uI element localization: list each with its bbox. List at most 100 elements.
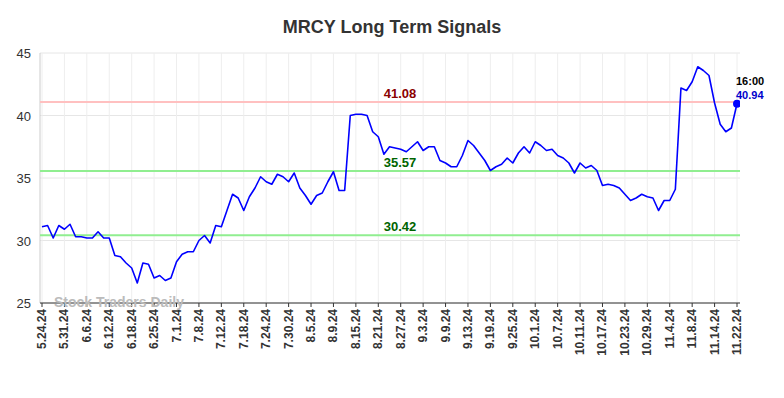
x-tick-label: 11.22.24 <box>730 309 744 355</box>
x-tick <box>423 303 424 307</box>
reference-label: 35.57 <box>384 155 417 170</box>
x-tick <box>602 303 603 307</box>
x-tick-label: 5.31.24 <box>57 309 71 349</box>
x-tick-label: 7.30.24 <box>282 309 296 349</box>
grid-line <box>40 178 740 179</box>
grid-line <box>42 53 43 303</box>
x-tick <box>333 303 334 307</box>
reference-label: 41.08 <box>384 86 417 101</box>
x-tick-label: 11.4.24 <box>663 309 677 349</box>
grid-line <box>198 53 199 303</box>
x-tick-label: 11.14.24 <box>708 309 722 355</box>
x-tick-label: 7.1.24 <box>170 309 184 343</box>
x-tick-label: 10.23.24 <box>618 309 632 356</box>
x-tick-label: 7.24.24 <box>259 309 273 349</box>
grid-line <box>288 53 289 303</box>
x-tick-label: 10.17.24 <box>595 309 609 356</box>
x-tick-label: 8.15.24 <box>349 309 363 349</box>
grid-line <box>714 53 715 303</box>
grid-line <box>355 53 356 303</box>
x-tick <box>42 303 43 307</box>
y-tick-label: 30 <box>17 234 31 249</box>
time-label: 16:00 <box>736 75 764 87</box>
grid-line <box>535 53 536 303</box>
x-tick-label: 5.24.24 <box>35 309 49 349</box>
reference-line <box>40 234 740 236</box>
grid-line <box>266 53 267 303</box>
x-tick <box>490 303 491 307</box>
grid-line <box>333 53 334 303</box>
plot-area <box>40 67 740 283</box>
grid-line <box>692 53 693 303</box>
grid-line <box>624 53 625 303</box>
x-tick-label: 9.3.24 <box>416 309 430 343</box>
title: MRCY Long Term Signals <box>283 17 501 37</box>
x-tick <box>243 303 244 307</box>
x-tick <box>288 303 289 307</box>
chart: MRCY Long Term Signals25303540455.24.245… <box>0 0 784 398</box>
x-tick <box>737 303 738 307</box>
grid-line <box>445 53 446 303</box>
grid-line <box>467 53 468 303</box>
x-tick <box>266 303 267 307</box>
x-tick-label: 8.21.24 <box>371 309 385 349</box>
y-tick-label: 45 <box>17 46 31 61</box>
x-tick-label: 9.13.24 <box>461 309 475 349</box>
grid-line <box>40 53 740 54</box>
grid-line <box>669 53 670 303</box>
x-tick <box>400 303 401 307</box>
x-tick <box>198 303 199 307</box>
x-tick-label: 8.9.24 <box>326 309 340 343</box>
grid-line <box>602 53 603 303</box>
x-tick-label: 6.12.24 <box>102 309 116 349</box>
x-tick-label: 6.6.24 <box>80 309 94 343</box>
grid-line <box>580 53 581 303</box>
x-tick <box>378 303 379 307</box>
y-tick-label: 25 <box>17 296 31 311</box>
series-line <box>42 67 737 283</box>
grid-line <box>40 115 740 116</box>
x-tick <box>580 303 581 307</box>
x-tick <box>535 303 536 307</box>
x-tick <box>512 303 513 307</box>
grid-line <box>221 53 222 303</box>
x-tick-label: 7.12.24 <box>214 309 228 349</box>
x-tick-label: 8.5.24 <box>304 309 318 343</box>
x-tick <box>557 303 558 307</box>
x-tick-label: 10.11.24 <box>573 309 587 355</box>
x-tick-label: 11.8.24 <box>685 309 699 349</box>
x-tick-label: 6.18.24 <box>125 309 139 349</box>
x-tick-label: 6.25.24 <box>147 309 161 349</box>
x-tick <box>669 303 670 307</box>
grid-line <box>243 53 244 303</box>
grid-line <box>131 53 132 303</box>
grid-line <box>423 53 424 303</box>
x-tick <box>221 303 222 307</box>
grid-line <box>86 53 87 303</box>
grid-line <box>176 53 177 303</box>
x-tick <box>647 303 648 307</box>
x-tick <box>624 303 625 307</box>
x-tick-label: 9.25.24 <box>506 309 520 349</box>
x-tick <box>692 303 693 307</box>
grid-line <box>109 53 110 303</box>
grid-line <box>154 53 155 303</box>
watermark: Stock Traders Daily <box>54 294 184 310</box>
reference-line <box>40 170 740 172</box>
grid-line <box>378 53 379 303</box>
x-tick <box>445 303 446 307</box>
x-tick-label: 9.9.24 <box>439 309 453 343</box>
grid-line <box>512 53 513 303</box>
reference-label: 30.42 <box>384 219 417 234</box>
x-tick-label: 7.18.24 <box>237 309 251 349</box>
grid-line <box>64 53 65 303</box>
grid-line <box>311 53 312 303</box>
x-tick-label: 9.19.24 <box>483 309 497 349</box>
grid-line <box>557 53 558 303</box>
last-value-label: 40.94 <box>736 89 764 101</box>
x-tick-label: 10.7.24 <box>551 309 565 349</box>
x-tick-label: 7.8.24 <box>192 309 206 343</box>
grid-line <box>40 240 740 241</box>
y-tick-label: 40 <box>17 109 31 124</box>
grid-line <box>490 53 491 303</box>
